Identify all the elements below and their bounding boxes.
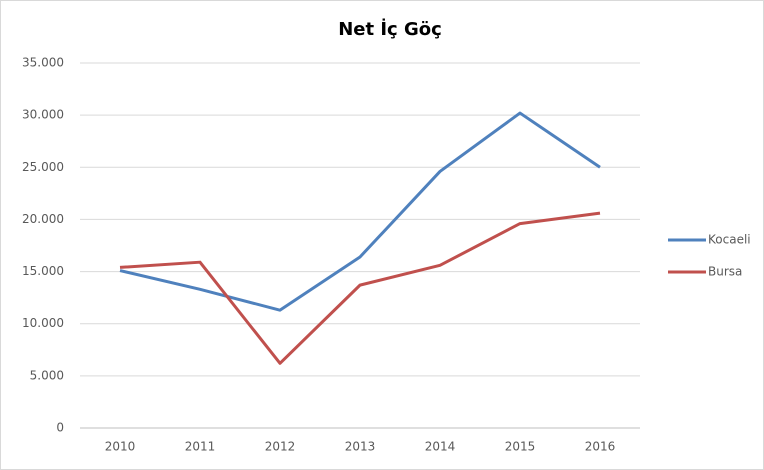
x-tick-label: 2011 xyxy=(185,440,216,454)
x-tick-label: 2010 xyxy=(105,440,136,454)
y-tick-label: 0 xyxy=(56,421,64,435)
y-tick-label: 35.000 xyxy=(22,56,64,70)
y-tick-label: 20.000 xyxy=(22,212,64,226)
line-series xyxy=(119,111,601,312)
x-tick-label: 2014 xyxy=(425,440,456,454)
y-tick-label: 15.000 xyxy=(22,264,64,278)
x-tick-label: 2016 xyxy=(585,440,616,454)
legend-label: Kocaeli xyxy=(708,233,751,247)
x-tick-label: 2013 xyxy=(345,440,376,454)
y-tick-label: 10.000 xyxy=(22,316,64,330)
y-tick-label: 30.000 xyxy=(22,108,64,122)
y-tick-label: 5.000 xyxy=(30,368,64,382)
y-tick-label: 25.000 xyxy=(22,160,64,174)
legend-label: Bursa xyxy=(708,265,742,279)
x-tick-label: 2012 xyxy=(265,440,296,454)
chart-title: Net İç Göç xyxy=(338,18,442,40)
line-series xyxy=(119,211,601,365)
x-tick-label: 2015 xyxy=(505,440,536,454)
